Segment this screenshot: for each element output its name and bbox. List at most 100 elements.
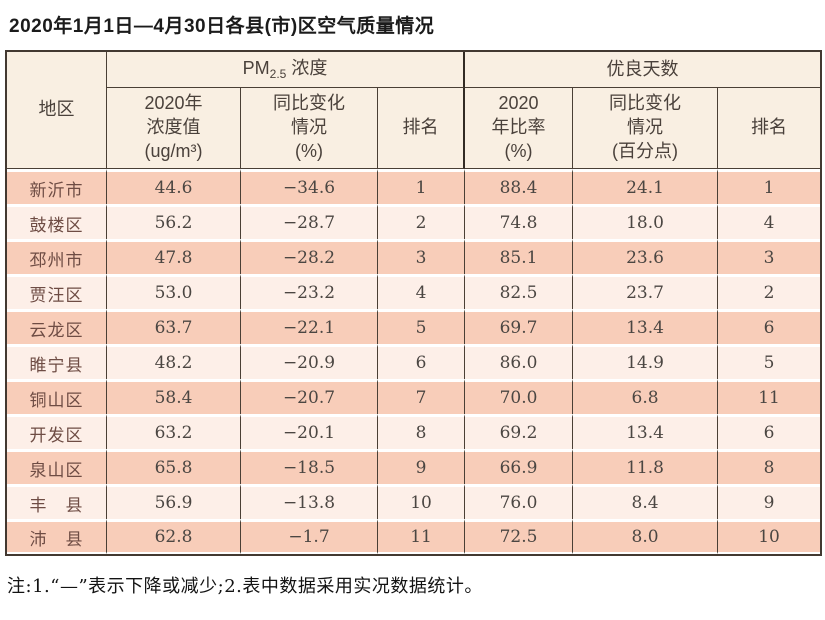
gd-change-cell: 13.4 (573, 414, 719, 449)
table-row: 泉山区 65.8 −18.5 9 66.9 11.8 8 (7, 449, 821, 484)
pm-change-cell: −28.2 (241, 239, 378, 274)
pm25-label-subscript: 2.5 (269, 66, 287, 81)
header-good-days-group: 优良天数 (465, 52, 821, 88)
region-cell: 邳州市 (7, 239, 107, 274)
table-row: 开发区 63.2 −20.1 8 69.2 13.4 6 (7, 414, 821, 449)
gd-change-cell: 13.4 (573, 309, 719, 344)
header-gd-ratio: 2020 年比率 (%) (465, 88, 574, 169)
region-cell: 鼓楼区 (7, 204, 107, 239)
pm-value-cell: 56.2 (107, 204, 241, 239)
pm25-label-prefix: PM (242, 57, 270, 78)
pm-value-cell: 56.9 (107, 484, 241, 519)
gd-ratio-cell: 66.9 (465, 449, 574, 484)
gd-ratio-cell: 69.7 (465, 309, 574, 344)
header-pm-value: 2020年 浓度值 (ug/m³) (107, 88, 241, 169)
table-header: 地区 PM2.5 浓度 优良天数 2020年 浓度值 (ug/m³) 同比变化 … (7, 52, 821, 169)
table-row: 沛 县 62.8 −1.7 11 72.5 8.0 10 (7, 519, 821, 554)
pm-value-cell: 44.6 (107, 169, 241, 204)
table-row: 睢宁县 48.2 −20.9 6 86.0 14.9 5 (7, 344, 821, 379)
pm-change-cell: −28.7 (241, 204, 378, 239)
pm-rank-cell: 1 (378, 169, 466, 204)
table-row: 邳州市 47.8 −28.2 3 85.1 23.6 3 (7, 239, 821, 274)
gd-rank-cell: 6 (718, 309, 821, 344)
pm-rank-cell: 3 (378, 239, 466, 274)
gd-ratio-cell: 70.0 (465, 379, 574, 414)
gd-change-cell: 24.1 (573, 169, 719, 204)
gd-rank-cell: 5 (718, 344, 821, 379)
region-cell: 丰 县 (7, 484, 107, 519)
table-row: 丰 县 56.9 −13.8 10 76.0 8.4 9 (7, 484, 821, 519)
pm-change-cell: −1.7 (241, 519, 378, 554)
gd-change-cell: 18.0 (573, 204, 719, 239)
gd-rank-cell: 8 (718, 449, 821, 484)
pm-change-cell: −18.5 (241, 449, 378, 484)
pm-value-cell: 63.2 (107, 414, 241, 449)
gd-change-cell: 14.9 (573, 344, 719, 379)
footnote: 注:1.“—”表示下降或减少;2.表中数据采用实况数据统计。 (7, 576, 483, 597)
pm-change-cell: −13.8 (241, 484, 378, 519)
header-region: 地区 (7, 52, 107, 169)
gd-rank-cell: 9 (718, 484, 821, 519)
pm-rank-cell: 2 (378, 204, 466, 239)
gd-rank-cell: 11 (718, 379, 821, 414)
gd-rank-cell: 3 (718, 239, 821, 274)
gd-ratio-cell: 85.1 (465, 239, 574, 274)
pm25-label-suffix: 浓度 (286, 57, 328, 78)
pm-value-cell: 48.2 (107, 344, 241, 379)
pm-rank-cell: 5 (378, 309, 466, 344)
gd-ratio-cell: 72.5 (465, 519, 574, 554)
pm-value-cell: 58.4 (107, 379, 241, 414)
pm-value-cell: 62.8 (107, 519, 241, 554)
pm-rank-cell: 8 (378, 414, 466, 449)
gd-change-cell: 11.8 (573, 449, 719, 484)
gd-rank-cell: 4 (718, 204, 821, 239)
region-cell: 新沂市 (7, 169, 107, 204)
table-row: 铜山区 58.4 −20.7 7 70.0 6.8 11 (7, 379, 821, 414)
pm-change-cell: −20.7 (241, 379, 378, 414)
header-pm-rank: 排名 (378, 88, 466, 169)
gd-ratio-cell: 69.2 (465, 414, 574, 449)
region-cell: 泉山区 (7, 449, 107, 484)
region-cell: 开发区 (7, 414, 107, 449)
gd-ratio-cell: 86.0 (465, 344, 574, 379)
gd-change-cell: 8.0 (573, 519, 719, 554)
table-row: 新沂市 44.6 −34.6 1 88.4 24.1 1 (7, 169, 821, 204)
gd-rank-cell: 10 (718, 519, 821, 554)
gd-ratio-cell: 76.0 (465, 484, 574, 519)
pm-change-cell: −23.2 (241, 274, 378, 309)
pm-rank-cell: 4 (378, 274, 466, 309)
pm-change-cell: −20.9 (241, 344, 378, 379)
pm-rank-cell: 11 (378, 519, 466, 554)
region-cell: 铜山区 (7, 379, 107, 414)
region-cell: 云龙区 (7, 309, 107, 344)
pm-value-cell: 63.7 (107, 309, 241, 344)
header-gd-change: 同比变化 情况 (百分点) (573, 88, 719, 169)
gd-ratio-cell: 74.8 (465, 204, 574, 239)
pm-change-cell: −20.1 (241, 414, 378, 449)
header-gd-rank: 排名 (718, 88, 821, 169)
pm-change-cell: −22.1 (241, 309, 378, 344)
region-cell: 贾汪区 (7, 274, 107, 309)
pm-rank-cell: 6 (378, 344, 466, 379)
header-pm25-group: PM2.5 浓度 (107, 52, 466, 88)
pm-value-cell: 65.8 (107, 449, 241, 484)
region-cell: 沛 县 (7, 519, 107, 554)
page-title: 2020年1月1日—4月30日各县(市)区空气质量情况 (9, 16, 435, 37)
air-quality-table: 地区 PM2.5 浓度 优良天数 2020年 浓度值 (ug/m³) 同比变化 … (5, 50, 823, 556)
gd-rank-cell: 2 (718, 274, 821, 309)
gd-change-cell: 23.7 (573, 274, 719, 309)
pm-change-cell: −34.6 (241, 169, 378, 204)
gd-change-cell: 8.4 (573, 484, 719, 519)
gd-rank-cell: 1 (718, 169, 821, 204)
gd-ratio-cell: 82.5 (465, 274, 574, 309)
pm-value-cell: 47.8 (107, 239, 241, 274)
gd-change-cell: 23.6 (573, 239, 719, 274)
table-row: 鼓楼区 56.2 −28.7 2 74.8 18.0 4 (7, 204, 821, 239)
gd-ratio-cell: 88.4 (465, 169, 574, 204)
table-row: 云龙区 63.7 −22.1 5 69.7 13.4 6 (7, 309, 821, 344)
table-row: 贾汪区 53.0 −23.2 4 82.5 23.7 2 (7, 274, 821, 309)
pm-rank-cell: 7 (378, 379, 466, 414)
gd-change-cell: 6.8 (573, 379, 719, 414)
region-cell: 睢宁县 (7, 344, 107, 379)
pm-value-cell: 53.0 (107, 274, 241, 309)
